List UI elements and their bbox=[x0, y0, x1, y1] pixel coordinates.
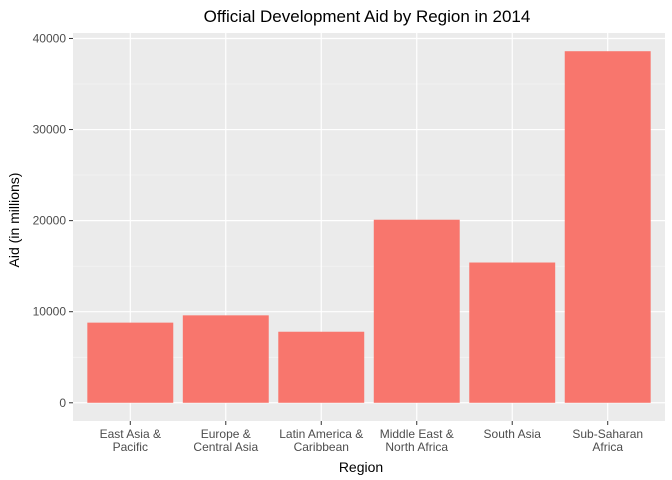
bar bbox=[278, 331, 365, 403]
x-tick-label: Middle East & North Africa bbox=[380, 427, 454, 454]
x-tick-label: Latin America & Caribbean bbox=[279, 427, 363, 454]
x-tick-label: Europe & Central Asia bbox=[193, 427, 258, 454]
bar bbox=[87, 322, 174, 403]
bars bbox=[87, 51, 651, 403]
y-tick-label: 40000 bbox=[33, 31, 67, 45]
bar bbox=[469, 262, 556, 403]
y-axis-title: Aid (in millions) bbox=[6, 173, 22, 268]
y-tick-label: 30000 bbox=[33, 123, 67, 137]
y-tick-label: 0 bbox=[59, 396, 66, 410]
chart-title: Official Development Aid by Region in 20… bbox=[204, 7, 531, 26]
y-tick-label: 10000 bbox=[33, 305, 67, 319]
y-axis: 0 10000 20000 30000 40000 bbox=[33, 31, 73, 410]
x-tick-label: Sub-Saharan Africa bbox=[572, 427, 643, 454]
x-axis-title: Region bbox=[339, 459, 383, 475]
bar bbox=[373, 219, 460, 403]
x-tick-label: East Asia & Pacific bbox=[100, 427, 161, 454]
bar bbox=[564, 51, 651, 403]
bar bbox=[182, 315, 269, 403]
x-axis: East Asia & Pacific Europe & Central Asia La… bbox=[100, 421, 643, 454]
x-tick-label: South Asia bbox=[484, 427, 542, 441]
y-tick-label: 20000 bbox=[33, 214, 67, 228]
